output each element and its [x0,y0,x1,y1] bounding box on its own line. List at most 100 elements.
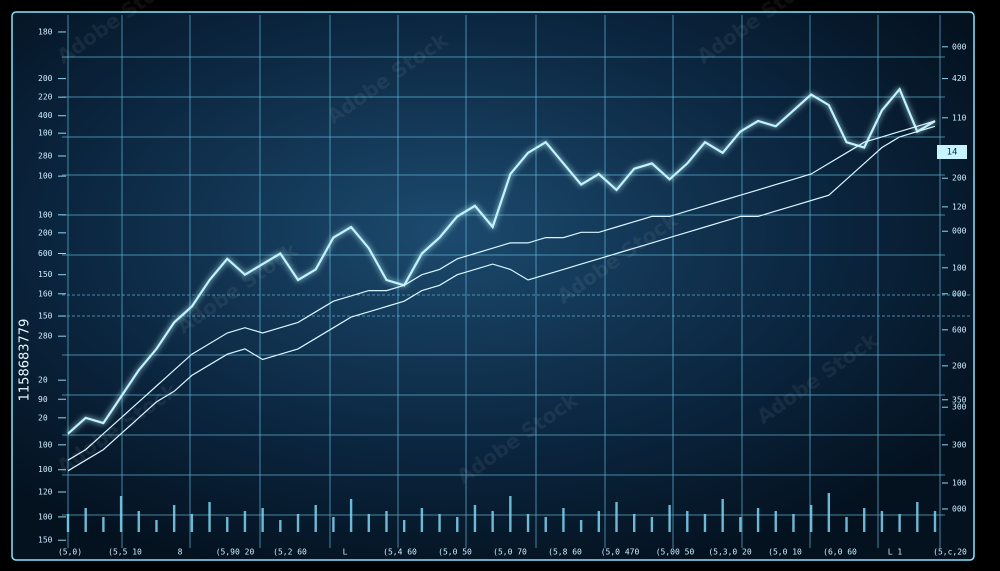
volume-bar [385,511,388,532]
y-tick-label: 150 [38,312,53,321]
volume-bar [119,496,123,532]
volume-bar [243,511,247,532]
volume-bar [898,514,901,532]
panel [11,11,975,561]
x-tick-label: (5,8 60 [548,548,582,557]
volume-bar [491,511,494,532]
y2-tick-label: 000 [952,504,967,513]
y-tick-label: 150 [38,536,53,545]
y-tick-label: 100 [38,440,53,449]
y-tick-label: 280 [38,151,53,160]
volume-bar [809,505,813,532]
x-tick-label: (5,0) [58,548,82,557]
y2-tick-label: 350 [952,395,967,404]
x-tick-label: (6,0 60 [823,548,857,557]
y-tick-label: 100 [38,172,53,181]
volume-bar [102,517,105,532]
x-tick-label: (5,4 60 [383,548,417,557]
volume-bar [526,514,530,532]
volume-bar [880,511,884,532]
x-tick-label: (5,90 20 [216,548,255,557]
y-tick-label: 20 [38,376,48,385]
volume-bar [562,508,565,532]
y-tick-label: 280 [38,332,53,341]
y2-tick-label: 000 [952,289,967,298]
x-tick-label: (5,2 60 [273,548,307,557]
volume-bar [703,514,707,532]
x-tick-label: (5,5 10 [108,548,142,557]
volume-bar [332,517,335,532]
average-line [67,120,936,461]
y2-tick-label: 000 [952,42,967,51]
volume-bar [66,514,70,532]
volume-bar [137,511,140,532]
volume-bar [314,505,317,532]
volume-bar [739,517,742,532]
volume-bar [456,517,459,532]
y-tick-label: 100 [38,129,53,138]
x-tick-label: (5,c,20 [933,548,967,557]
volume-bar [402,520,406,532]
y2-tick-label: 100 [952,478,967,487]
volume-bar [544,517,547,532]
volume-bar [261,508,264,532]
x-tick-label: (5,0 70 [493,548,527,557]
volume-bar [774,511,777,532]
volume-bar [190,514,194,532]
volume-bar [155,520,158,532]
volume-bar [792,514,795,532]
volume-bar [916,502,919,532]
volume-bar [579,520,583,532]
y2-tick-label: 200 [952,174,967,183]
x-tick-label: (5,0 470 [601,548,640,557]
x-tick-label: L [343,548,348,557]
y-tick-label: 20 [38,413,48,422]
y-tick-label: 600 [38,249,53,258]
y-tick-label: 400 [38,111,53,120]
y2-tick-label: 300 [952,403,967,412]
y2-tick-label: 000 [952,227,967,236]
volume-bar [650,517,654,532]
y-tick-label: 150 [38,270,53,279]
volume-bar [438,514,441,532]
y-tick-label: 100 [38,465,53,474]
volume-bar [367,514,370,532]
x-tick-label: (5,00 50 [656,548,695,557]
y-tick-label: 220 [38,93,53,102]
y2-tick-label: 200 [952,361,967,370]
y-tick-label: 200 [38,74,53,83]
volume-bar [597,511,601,532]
volume-bar [208,502,211,532]
y-tick-label: 100 [38,512,53,521]
volume-bar [509,496,512,532]
volume-bar [279,520,282,532]
badge: 14 [947,148,958,158]
x-tick-label: (5,0 10 [768,548,802,557]
volume-bar [845,517,848,532]
volume-bar [473,505,477,532]
y-tick-label: 180 [38,27,53,36]
y2-tick-label: 110 [952,113,967,122]
x-tick-label: L 1 [888,548,903,557]
volume-bar [668,505,671,532]
volume-bar [296,514,300,532]
y-tick-label: 90 [38,395,48,404]
y-tick-label: 120 [38,488,53,497]
y2-tick-label: 300 [952,440,967,449]
grid [62,15,970,548]
x-tick-label: (5,3,0 20 [708,548,752,557]
volume-bar [84,508,87,532]
volume-bar [172,505,176,532]
price-line [67,87,936,435]
y2-tick-label: 600 [952,325,967,334]
volume-bar [756,508,760,532]
y2-tick-label: 100 [952,263,967,272]
badge-bg [937,145,967,159]
y2-tick-label: 420 [952,74,967,83]
x-tick-label: 8 [178,548,183,557]
volume-bar [349,499,353,532]
volume-bar [686,511,689,532]
y-tick-label: 100 [38,210,53,219]
volume-bar [420,508,424,532]
